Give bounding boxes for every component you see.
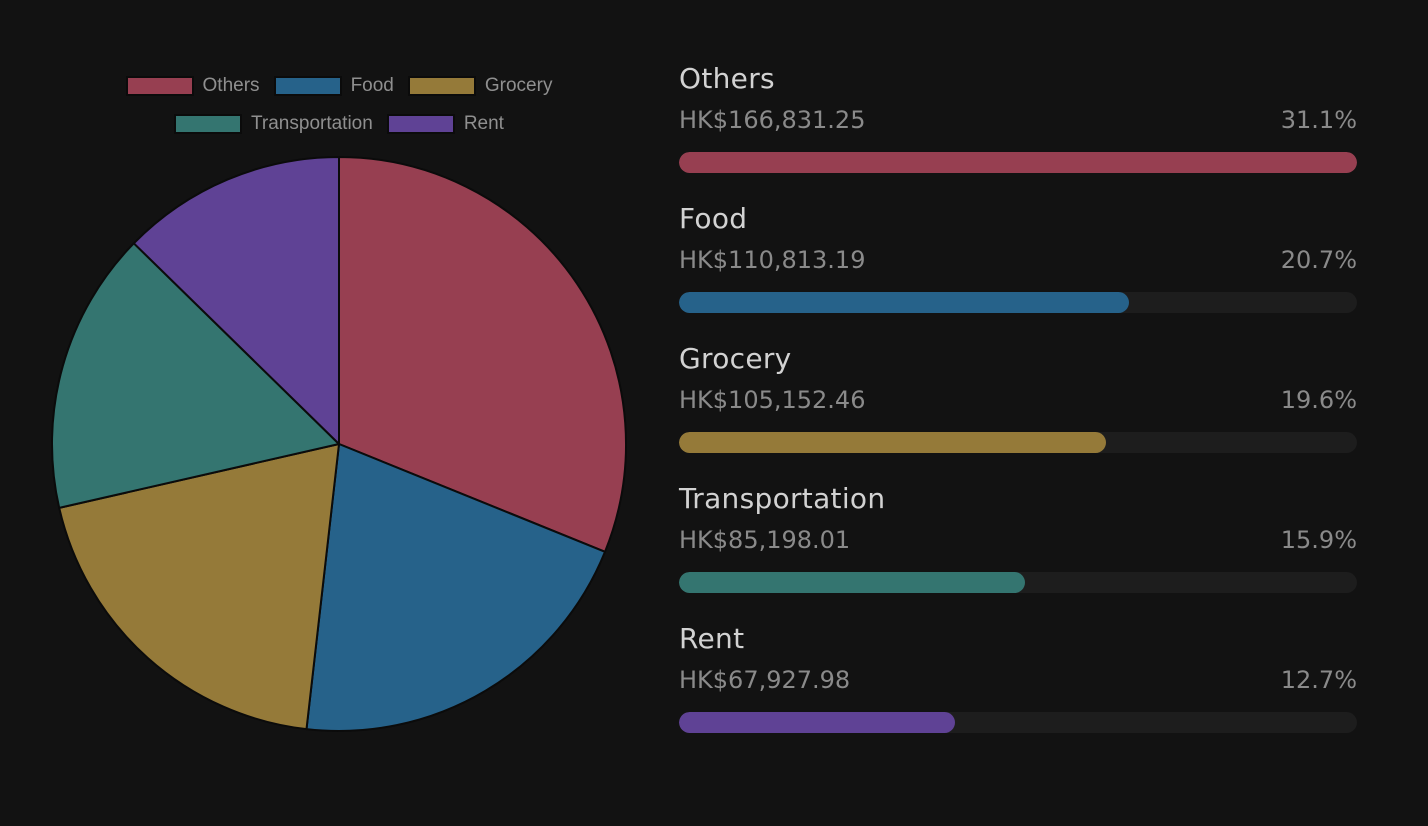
pie-slice-rent[interactable]: [132, 156, 340, 445]
category-amount: HK$166,831.25: [679, 106, 866, 134]
category-amount: HK$110,813.19: [679, 246, 866, 274]
category-amount: HK$67,927.98: [679, 666, 851, 694]
legend-swatch-others: [125, 76, 194, 96]
legend-item-rent[interactable]: Rent: [386, 112, 504, 136]
category-name: Transportation: [679, 482, 886, 515]
category-amount: HK$85,198.01: [679, 526, 851, 554]
pie-chart: [51, 156, 627, 732]
category-percent: 19.6%: [1280, 386, 1357, 414]
category-item-grocery: Grocery HK$105,152.46 19.6%: [679, 342, 1357, 482]
progress-fill: [679, 152, 1357, 173]
chart-legend: Others Food Grocery Transportation Rent: [0, 74, 678, 136]
legend-label-rent: Rent: [463, 113, 504, 134]
pie-slice-grocery[interactable]: [58, 443, 340, 731]
category-amount: HK$105,152.46: [679, 386, 866, 414]
legend-item-others[interactable]: Others: [125, 74, 260, 98]
category-name: Food: [679, 202, 748, 235]
progress-fill: [679, 292, 1130, 313]
pie-slice-transportation[interactable]: [51, 242, 340, 509]
progress-track: [679, 712, 1357, 733]
category-percent: 12.7%: [1280, 666, 1357, 694]
category-percent: 31.1%: [1280, 106, 1357, 134]
progress-track: [679, 572, 1357, 593]
legend-item-food[interactable]: Food: [273, 74, 394, 98]
progress-track: [679, 292, 1357, 313]
category-percent: 20.7%: [1280, 246, 1357, 274]
legend-row: Transportation Rent: [0, 112, 678, 136]
legend-item-transportation[interactable]: Transportation: [174, 112, 373, 136]
category-name: Others: [679, 62, 775, 95]
legend-label-grocery: Grocery: [484, 75, 553, 96]
category-item-food: Food HK$110,813.19 20.7%: [679, 202, 1357, 342]
progress-track: [679, 432, 1357, 453]
legend-label-food: Food: [350, 75, 394, 96]
category-item-transportation: Transportation HK$85,198.01 15.9%: [679, 482, 1357, 622]
progress-fill: [679, 432, 1107, 453]
legend-swatch-rent: [386, 114, 455, 134]
legend-row: Others Food Grocery: [0, 74, 678, 98]
progress-track: [679, 152, 1357, 173]
progress-fill: [679, 572, 1026, 593]
category-item-others: Others HK$166,831.25 31.1%: [679, 62, 1357, 202]
pie-chart-panel: Others Food Grocery Transportation Rent: [0, 0, 660, 826]
legend-item-grocery[interactable]: Grocery: [407, 74, 553, 98]
legend-swatch-transportation: [174, 114, 243, 134]
category-breakdown-list: Others HK$166,831.25 31.1% Food HK$110,8…: [679, 62, 1357, 762]
progress-fill: [679, 712, 956, 733]
category-name: Rent: [679, 622, 745, 655]
legend-label-others: Others: [202, 75, 260, 96]
legend-swatch-food: [273, 76, 342, 96]
pie-slice-others[interactable]: [338, 156, 627, 553]
category-percent: 15.9%: [1280, 526, 1357, 554]
pie-slice-food[interactable]: [305, 443, 606, 732]
category-item-rent: Rent HK$67,927.98 12.7%: [679, 622, 1357, 762]
category-name: Grocery: [679, 342, 792, 375]
legend-label-transportation: Transportation: [251, 113, 373, 134]
legend-swatch-grocery: [407, 76, 476, 96]
